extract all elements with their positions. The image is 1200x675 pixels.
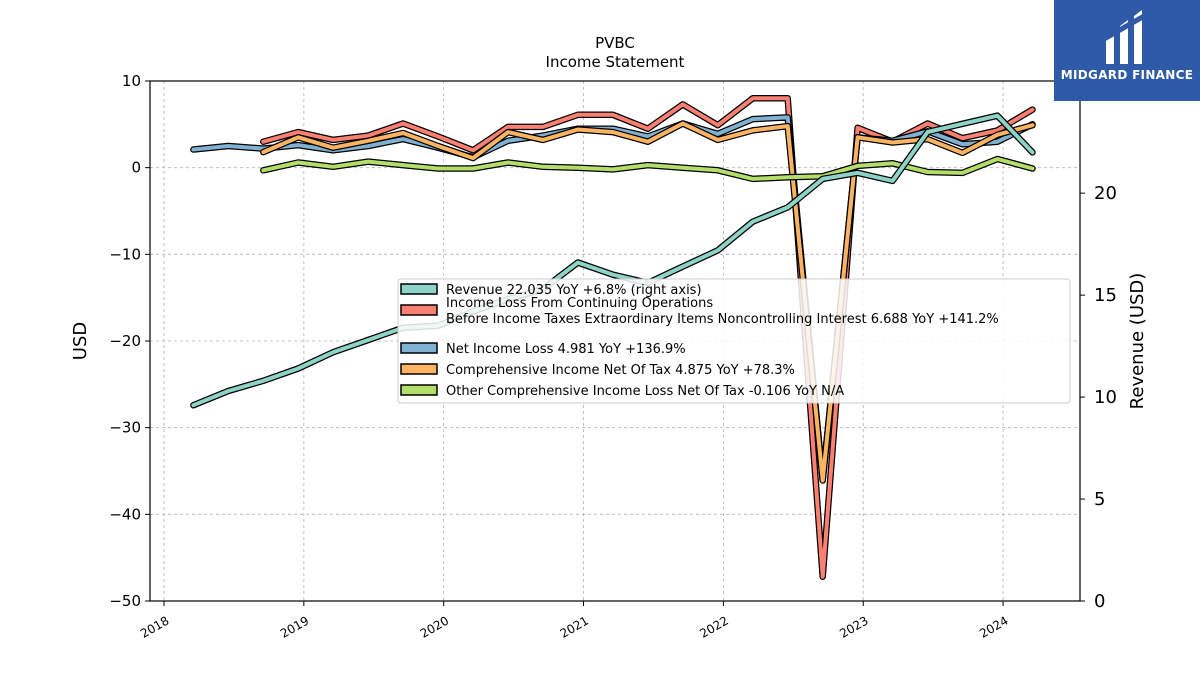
- right-axis: 20 15 10 5 0: [1080, 183, 1117, 612]
- x-tick-label: 2018: [138, 613, 171, 640]
- x-axis: 2018 2019 2020 2021 2022 2023 2024: [138, 601, 1011, 641]
- left-axis-label: USD: [70, 322, 91, 360]
- legend-entry-3: Comprehensive Income Net Of Tax 4.875 Yo…: [446, 363, 795, 378]
- left-tick-label: −20: [109, 332, 141, 350]
- right-axis-label: Revenue (USD): [1127, 273, 1148, 410]
- legend-entry-0: Revenue 22.035 YoY +6.8% (right axis): [446, 283, 702, 298]
- legend-swatch-0: [400, 283, 438, 295]
- right-tick-label: 10: [1094, 387, 1117, 408]
- legend-entry-2: Net Income Loss 4.981 YoY +136.9%: [446, 342, 686, 357]
- legend-swatch-1: [400, 304, 438, 316]
- left-axis: 10 0 −10 −20 −30 −40 −50: [109, 72, 150, 610]
- series-line-0: [191, 113, 1035, 408]
- midgard-finance-logo: MIDGARD FINANCE: [1054, 0, 1200, 101]
- x-tick-label: 2019: [278, 613, 311, 640]
- series-layer: [190, 95, 1036, 580]
- legend-swatch-4: [400, 384, 438, 396]
- right-tick-label: 20: [1094, 183, 1117, 204]
- legend-box: [397, 278, 1071, 404]
- legend-swatch-3: [400, 363, 438, 375]
- right-tick-label: 5: [1094, 489, 1105, 510]
- right-tick-label: 15: [1094, 285, 1117, 306]
- x-tick-label: 2022: [697, 613, 730, 640]
- x-tick-label: 2023: [837, 613, 870, 640]
- legend-entry-1: Income Loss From Continuing Operations Be…: [446, 296, 999, 327]
- legend-entry-line: Before Income Taxes Extraordinary Items …: [446, 312, 999, 327]
- logo-text: MIDGARD FINANCE: [1060, 68, 1194, 82]
- series-line-3: [261, 121, 1035, 483]
- legend-entry-4: Other Comprehensive Income Loss Net Of T…: [446, 384, 844, 399]
- left-tick-label: −30: [109, 419, 141, 437]
- legend-entry-line: Income Loss From Continuing Operations: [446, 296, 713, 311]
- left-tick-label: 0: [131, 159, 141, 177]
- chart-subtitle: Income Statement: [546, 53, 685, 71]
- legend-swatch-2: [400, 342, 438, 354]
- x-tick-label: 2020: [418, 613, 451, 640]
- right-tick-label: 0: [1094, 591, 1105, 612]
- left-tick-label: 10: [122, 72, 141, 90]
- x-tick-label: 2024: [977, 613, 1010, 640]
- left-tick-label: −10: [109, 245, 141, 263]
- left-tick-label: −50: [109, 592, 141, 610]
- legend: Revenue 22.035 YoY +6.8% (right axis)Inc…: [397, 278, 1071, 404]
- chart-title: PVBC: [595, 34, 635, 52]
- midgard-logo-icon: [1104, 10, 1146, 64]
- x-tick-label: 2021: [558, 613, 591, 640]
- left-tick-label: −40: [109, 505, 141, 523]
